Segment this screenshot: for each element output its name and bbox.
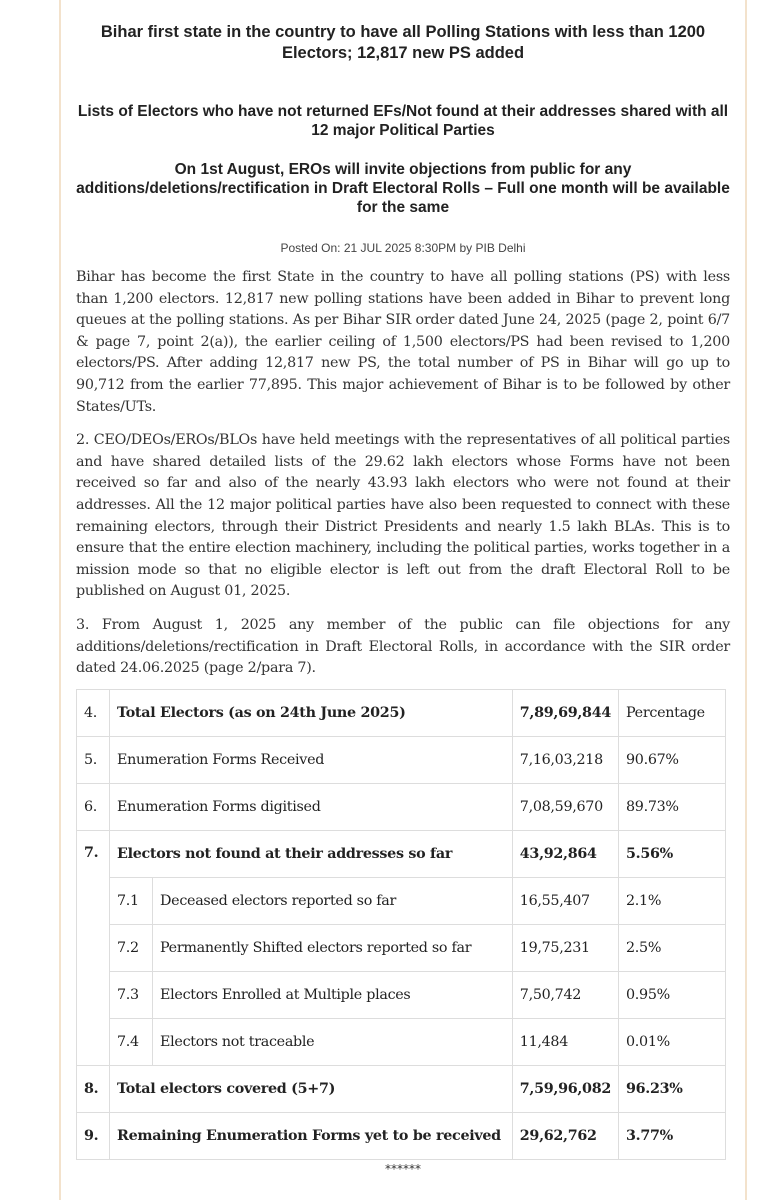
table-row: 8. Total electors covered (5+7) 7,59,96,08… — [76, 1064, 726, 1113]
table-row: 7.3 Electors Enrolled at Multiple places 7… — [77, 970, 726, 1019]
table-row: 5. Enumeration Forms Received 7,16,03,218 9… — [76, 735, 726, 784]
table-row: 7. Electors not found at their addresses … — [76, 829, 726, 1066]
posted-date: Posted On: 21 JUL 2025 8:30PM by PIB Del… — [280, 241, 526, 255]
table-row: 7.1 Deceased electors reported so far 16,5… — [77, 876, 726, 925]
subheadline: Lists of Electors who have not returned … — [77, 103, 729, 139]
headline: Bihar first state in the country to have… — [100, 23, 706, 62]
table-row: 6. Enumeration Forms digitised 7,08,59,670… — [76, 782, 726, 831]
end-mark: ****** — [385, 1161, 421, 1176]
electors-table: 4. Total Electors (as on 24th June 2025) 7… — [76, 688, 726, 1160]
paragraph: 2. CEO/DEOs/EROs/BLOs have held meetings… — [76, 432, 730, 600]
table-row: 4. Total Electors (as on 24th June 2025) 7… — [76, 688, 726, 737]
press-release-page: Bihar first state in the country to have… — [59, 0, 747, 1200]
table-row: 9. Remaining Enumeration Forms yet to be … — [76, 1111, 726, 1160]
paragraph: Bihar has become the first State in the … — [76, 269, 730, 415]
paragraph: 3. From August 1, 2025 any member of the… — [76, 616, 730, 677]
subheadline: On 1st August, EROs will invite objectio… — [76, 161, 730, 216]
table-row: 7.2 Permanently Shifted electors reported… — [77, 923, 726, 972]
table-row: 7.4 Electors not traceable 11,484 0.01% — [77, 1017, 726, 1066]
